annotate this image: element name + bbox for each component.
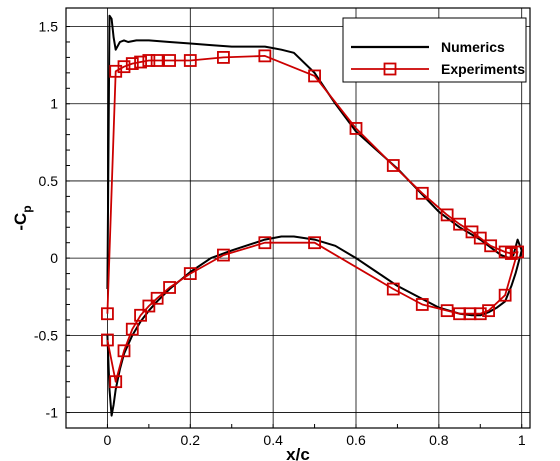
y-axis-title: -Cp [11, 205, 34, 230]
legend-label-experiments: Experiments [441, 61, 525, 77]
experiment-marker [349, 122, 363, 135]
experiment-marker [498, 288, 512, 302]
y-tick-label: -0.5 [34, 327, 58, 343]
experiment-marker [511, 245, 524, 259]
experiment-marker [217, 51, 230, 64]
experiment-marker [415, 186, 429, 200]
legend: Numerics Experiments [342, 17, 527, 83]
y-tick-label: 1.5 [39, 19, 59, 35]
y-tick-label: 0 [50, 250, 58, 266]
legend-box [342, 17, 527, 83]
experiment-marker [109, 375, 123, 389]
x-tick-label: 0 [104, 432, 112, 448]
experiment-marker [117, 60, 131, 74]
experiment-marker [415, 298, 429, 311]
legend-marker-experiments [383, 62, 397, 76]
experiment-marker [142, 54, 156, 67]
y-tick-label: 1 [50, 96, 58, 112]
legend-label-numerics: Numerics [441, 39, 505, 55]
experiment-marker [183, 267, 197, 280]
experiment-marker [484, 239, 498, 253]
y-tick-label: 0.5 [39, 173, 59, 189]
experiment-marker [217, 248, 230, 262]
experiment-marker [258, 49, 272, 63]
experiment-marker [473, 231, 487, 245]
x-axis-title: x/c [286, 445, 310, 461]
experiment-marker [134, 55, 147, 69]
x-tick-label: 0.2 [181, 432, 201, 448]
x-tick-label: 1 [518, 432, 526, 448]
experiment-marker [101, 333, 114, 347]
experiment-marker [453, 217, 466, 231]
x-tick-label: 0.6 [346, 432, 366, 448]
experiment-marker [482, 304, 495, 318]
experiment-marker [258, 236, 272, 250]
experiment-marker [163, 281, 176, 294]
y-tick-label: -1 [46, 405, 59, 421]
x-tick-label: 0.4 [263, 432, 283, 448]
experiment-marker [163, 54, 176, 67]
y-axis-title-main: -C [11, 213, 30, 231]
experiment-marker [134, 308, 147, 322]
experiment-marker [453, 307, 466, 321]
ticks: 0 0.2 0.4 0.6 0.8 1 -1 -0.5 0 0.5 1 1.5 [34, 19, 526, 448]
experiment-marker [142, 299, 156, 313]
experiment-marker [150, 54, 164, 67]
x-tick-label: 0.8 [429, 432, 449, 448]
experiment-marker [308, 69, 321, 83]
y-axis-title-subscript: p [20, 205, 34, 212]
series-layer [101, 14, 524, 417]
experiment-marker [440, 304, 454, 318]
experiment-marker [183, 54, 197, 67]
experiment-marker [386, 159, 400, 172]
experiment-marker [125, 322, 139, 336]
experiment-marker [117, 344, 131, 358]
experiment-marker [386, 282, 400, 296]
plot-frame [65, 7, 531, 429]
experiment-marker [440, 208, 454, 222]
experiment-marker [150, 291, 164, 305]
experiment-marker [308, 236, 321, 250]
experiment-marker [125, 57, 139, 70]
experiment-marker [101, 307, 114, 321]
